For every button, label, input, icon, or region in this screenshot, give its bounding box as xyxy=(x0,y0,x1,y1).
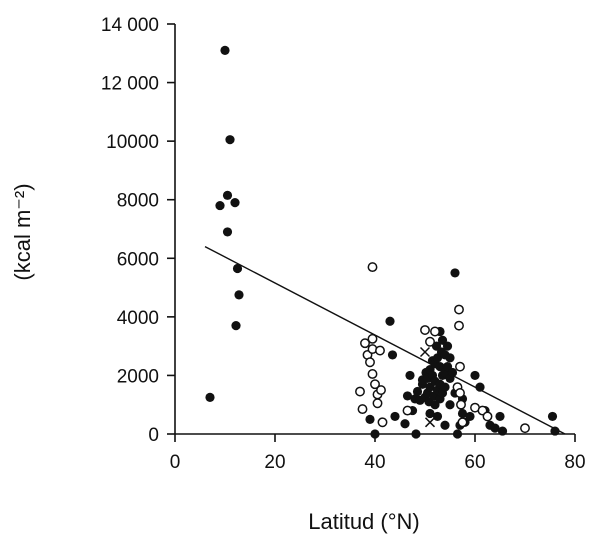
y-tick-label: 2000 xyxy=(117,366,159,387)
x-tick-label: 0 xyxy=(170,452,181,473)
x-tick-label: 80 xyxy=(564,452,585,473)
open-point xyxy=(365,357,375,368)
open-point xyxy=(376,385,386,396)
regression-line xyxy=(204,245,566,435)
open-point xyxy=(375,345,385,356)
filled-point xyxy=(432,411,443,422)
open-point xyxy=(454,320,464,331)
y-tick-label: 0 xyxy=(148,425,159,446)
filled-point xyxy=(447,367,458,378)
y-tick-label: 14 000 xyxy=(101,15,159,36)
filled-point xyxy=(442,341,453,351)
filled-point xyxy=(387,350,398,360)
open-point xyxy=(367,333,378,344)
x-tick-label: 60 xyxy=(464,452,485,473)
cross-point xyxy=(424,417,436,428)
filled-point xyxy=(475,382,485,392)
filled-point xyxy=(234,290,244,300)
open-point xyxy=(367,369,378,379)
filled-point xyxy=(495,411,505,422)
open-point xyxy=(482,411,493,422)
open-point xyxy=(372,398,383,409)
y-tick-label: 8000 xyxy=(117,191,159,212)
filled-point xyxy=(547,411,558,422)
x-tick-label: 40 xyxy=(364,452,385,473)
filled-point xyxy=(370,429,380,439)
open-point xyxy=(357,404,368,415)
cross-point xyxy=(419,346,431,358)
y-tick-label: 12 000 xyxy=(101,74,159,95)
filled-point xyxy=(225,135,235,145)
filled-point xyxy=(465,411,475,422)
y-tick-label: 10000 xyxy=(106,132,159,153)
filled-point xyxy=(445,400,455,410)
x-tick-label: 20 xyxy=(264,452,285,473)
y-axis: 0 2000 4000 6000 8000 10000 12 000 14 000 (kcal… xyxy=(10,15,176,446)
filled-point xyxy=(385,316,395,326)
filled-point xyxy=(220,45,230,55)
open-point xyxy=(454,304,464,315)
filled-point xyxy=(232,263,243,274)
open-point xyxy=(355,386,365,397)
filled-point xyxy=(411,429,421,439)
filled-point xyxy=(412,386,423,397)
open-point xyxy=(360,338,370,349)
filled-point xyxy=(402,391,413,401)
filled-point xyxy=(222,227,233,237)
open-point xyxy=(455,388,465,398)
y-axis-title: (kcal m⁻²) xyxy=(10,183,35,280)
filled-point xyxy=(230,198,240,208)
filled-point xyxy=(215,200,225,211)
plot-area xyxy=(204,45,566,439)
filled-point xyxy=(490,423,500,433)
x-axis: 0 20 40 60 80 Latitud (°N) xyxy=(170,433,586,534)
filled-point xyxy=(231,321,241,331)
open-point xyxy=(457,417,468,428)
filled-point xyxy=(497,426,508,436)
open-point xyxy=(367,262,378,273)
filled-point xyxy=(470,370,480,381)
filled-point xyxy=(550,426,560,436)
filled-point xyxy=(445,353,455,363)
y-tick-label: 6000 xyxy=(117,249,159,270)
filled-point xyxy=(440,420,450,430)
filled-point xyxy=(440,382,450,392)
open-point xyxy=(520,423,530,434)
filled-point xyxy=(365,414,375,424)
filled-point xyxy=(222,190,233,200)
open-point xyxy=(456,399,466,410)
open-point xyxy=(430,326,440,337)
filled-point xyxy=(400,419,410,429)
y-tick-label: 4000 xyxy=(117,308,159,329)
x-axis-title: Latitud (°N) xyxy=(308,509,420,534)
filled-point xyxy=(425,408,435,419)
open-point xyxy=(377,417,388,428)
filled-point xyxy=(405,370,415,381)
open-point xyxy=(455,361,465,372)
open-point xyxy=(370,379,380,390)
open-point xyxy=(420,325,430,335)
filled-point xyxy=(457,408,468,419)
filled-point xyxy=(452,429,463,439)
open-point xyxy=(402,405,413,416)
filled-point xyxy=(390,411,400,422)
filled-point xyxy=(450,268,460,278)
filled-point xyxy=(205,392,215,402)
open-point xyxy=(425,336,435,347)
